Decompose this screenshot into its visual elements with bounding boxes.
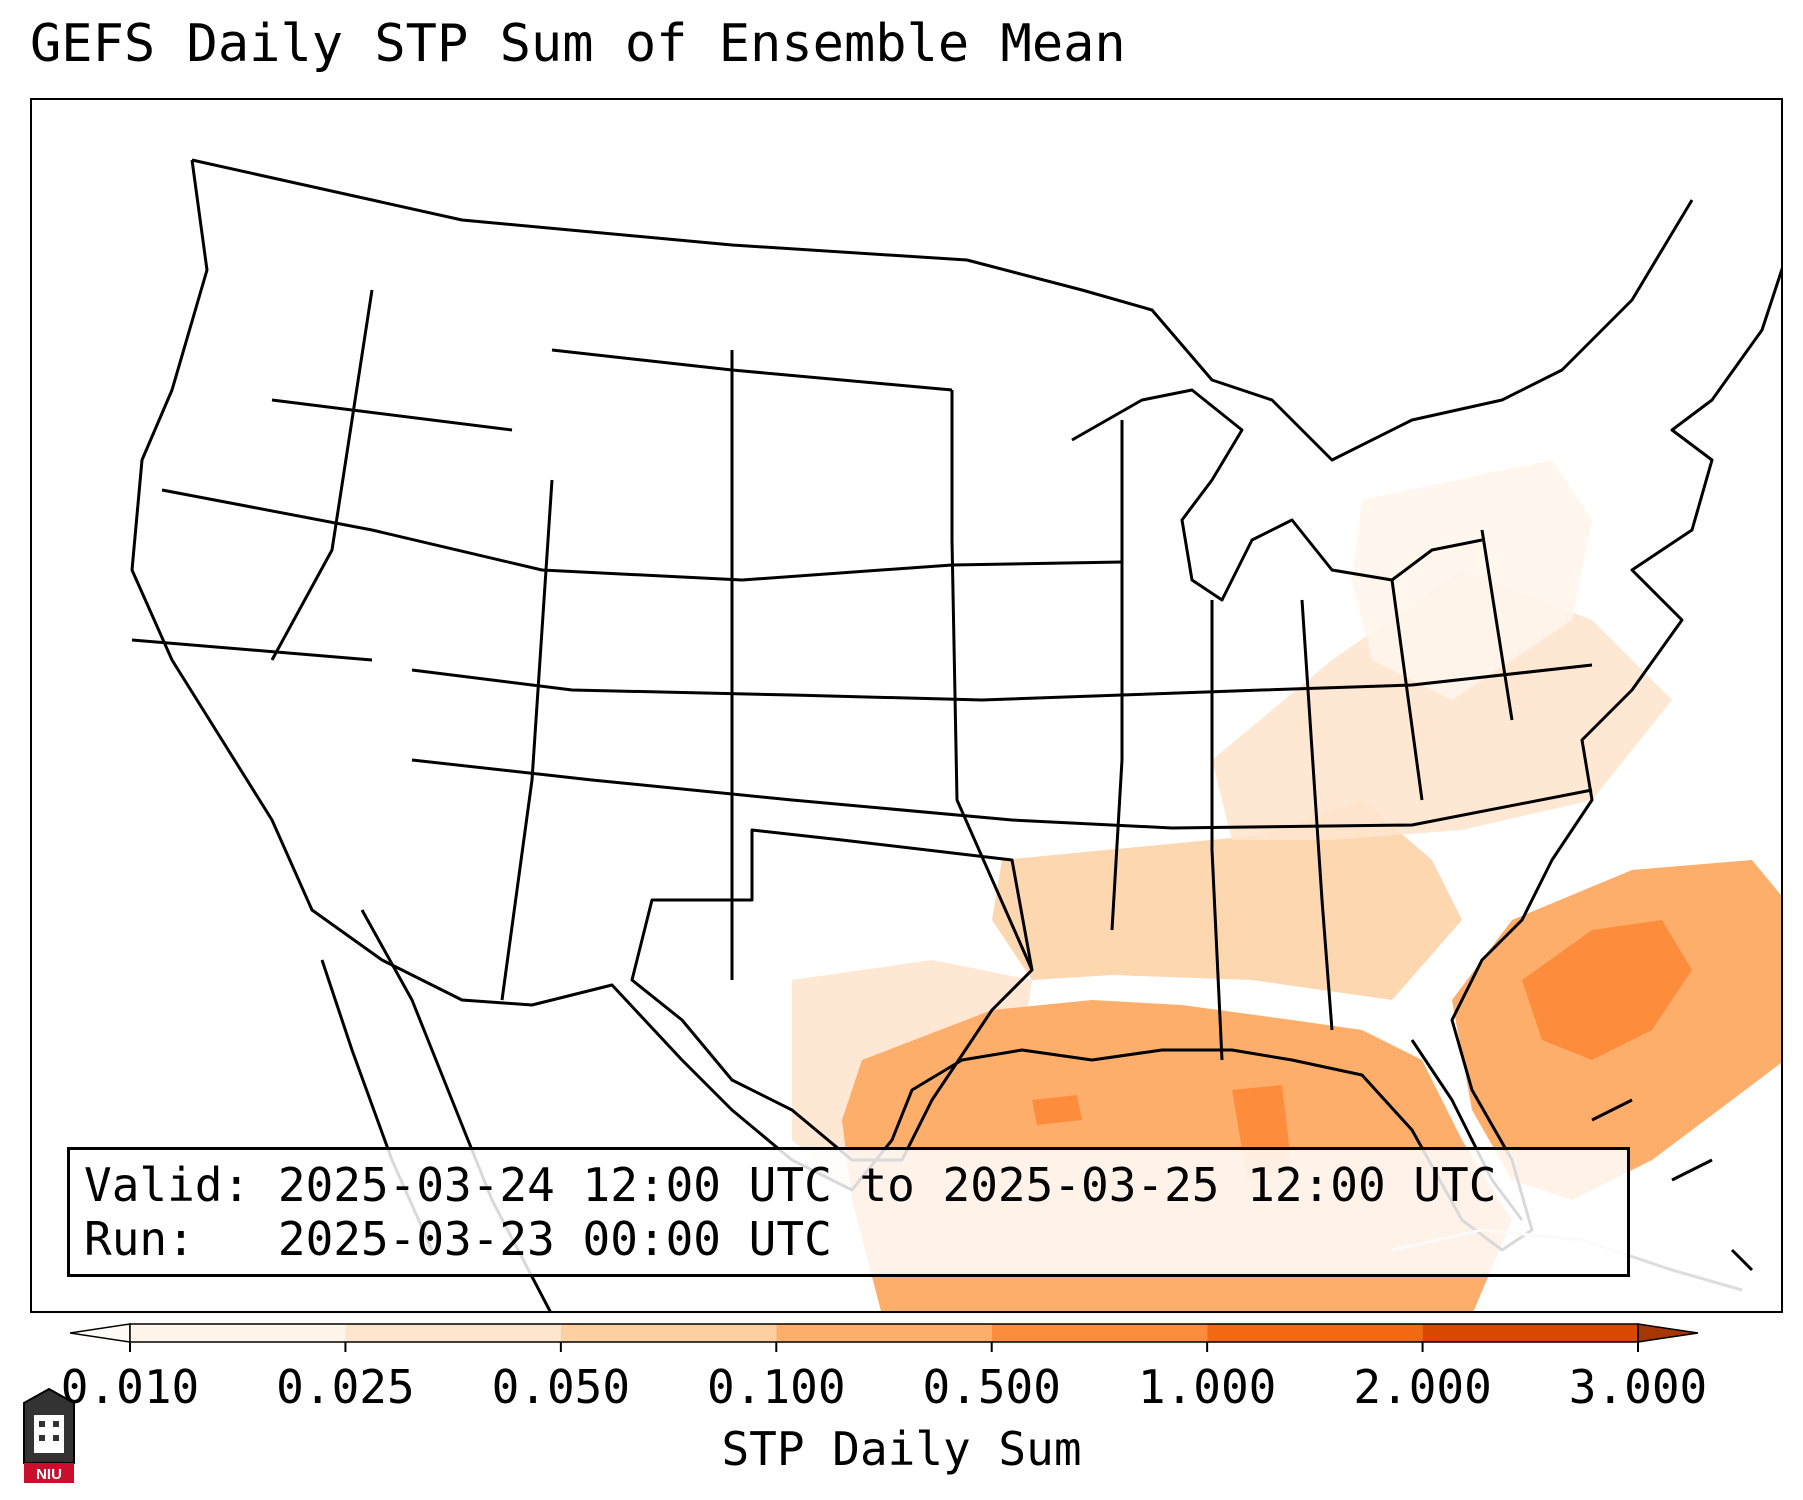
- colorbar-segment: [1207, 1324, 1423, 1342]
- niu-logo: NIU: [23, 1387, 75, 1483]
- state-lines-south: [411, 758, 1593, 830]
- state-lines-central: [411, 663, 1593, 702]
- colorbar-segment: [130, 1324, 346, 1342]
- colorbar-segment: [1422, 1324, 1638, 1342]
- colorbar-over-arrow: [1637, 1323, 1699, 1343]
- colorbar-segment: [991, 1324, 1208, 1342]
- shade-southeast-fringe: [1212, 570, 1672, 840]
- shade-mid-atlantic-fringe: [1352, 460, 1592, 700]
- colorbar-segment: [560, 1324, 777, 1342]
- state-boundaries: [130, 158, 1781, 1311]
- colorbar-tick-label: 2.000: [1353, 1360, 1492, 1414]
- map-canvas: [130, 158, 1781, 1311]
- colorbar-tick-label: 3.000: [1568, 1360, 1708, 1414]
- niu-logo-text: NIU: [36, 1466, 62, 1483]
- colorbar-tick-label: 0.100: [707, 1360, 846, 1414]
- colorbar-tick-label: 1.000: [1137, 1360, 1277, 1414]
- colorbar-under-arrow: [70, 1323, 131, 1343]
- shade-central-gulf-core: [1032, 1095, 1082, 1125]
- colorbar-label: STP Daily Sum: [721, 1422, 1082, 1476]
- state-lines-west: [161, 488, 1123, 582]
- colorbar-tick-label: 0.500: [922, 1360, 1061, 1414]
- us-outline: [130, 159, 1781, 1252]
- colorbar-tick-label: 0.010: [60, 1360, 200, 1414]
- valid-run-info-box: Valid: 2025-03-24 12:00 UTC to 2025-03-2…: [67, 1147, 1630, 1277]
- colorbar-segment: [345, 1324, 561, 1342]
- colorbar: [70, 1323, 1699, 1352]
- colorbar-tick-label: 0.050: [491, 1360, 631, 1414]
- great-lakes: [1071, 388, 1483, 602]
- colorbar-outline: [129, 1323, 1639, 1343]
- shade-atlantic-core: [1522, 920, 1692, 1060]
- run-time: 2025-03-23 00:00 UTC: [277, 1212, 832, 1266]
- map-frame: [30, 98, 1783, 1313]
- state-lines-cols: [270, 289, 1514, 1061]
- valid-label: Valid:: [84, 1158, 251, 1212]
- bahamas: [1591, 1098, 1754, 1272]
- colorbar-segment: [776, 1324, 992, 1342]
- canada-border: [191, 158, 1694, 462]
- colorbar-tick-label: 0.025: [276, 1360, 415, 1414]
- run-label: Run:: [84, 1212, 195, 1266]
- shade-gulf-coast-states: [992, 800, 1462, 1000]
- chart-title: GEFS Daily STP Sum of Ensemble Mean: [30, 14, 1126, 74]
- valid-time-range: 2025-03-24 12:00 UTC to 2025-03-25 12:00…: [277, 1158, 1497, 1212]
